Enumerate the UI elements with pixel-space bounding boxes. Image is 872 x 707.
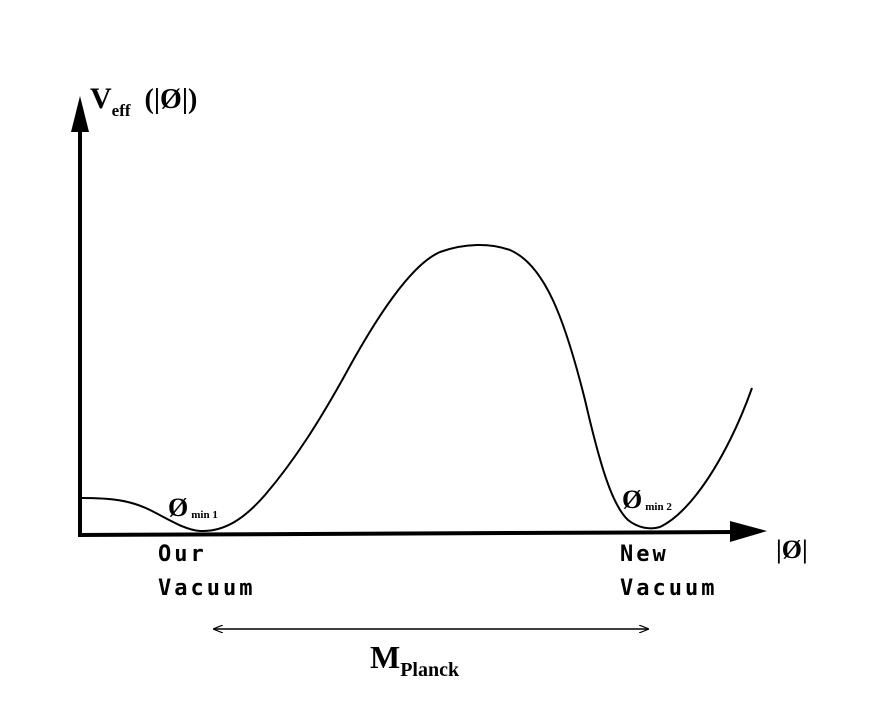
new-vacuum-label-line2: Vacuum (620, 576, 717, 601)
y-axis-arrowhead (71, 96, 89, 132)
y-axis-label: Veff (|Ø|) (90, 82, 197, 120)
our-vacuum-label-line1: Our (158, 542, 207, 567)
x-axis-label: |Ø| (776, 535, 808, 564)
potential-curve (81, 243, 753, 533)
our-vacuum-label-line2: Vacuum (158, 576, 255, 601)
x-axis-arrowhead (730, 521, 767, 542)
planck-mass-label: MPlanck (370, 639, 460, 681)
new-vacuum-label-line1: New (620, 542, 669, 567)
x-axis-line (77, 530, 736, 537)
